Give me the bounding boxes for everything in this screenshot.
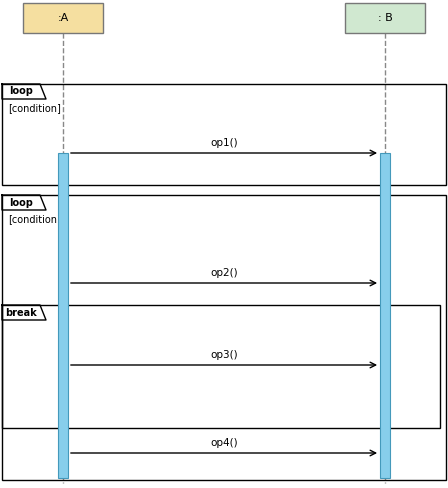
Bar xyxy=(2,305,440,428)
Bar xyxy=(2,195,446,480)
Bar xyxy=(58,153,68,478)
Text: loop: loop xyxy=(9,86,33,97)
Bar xyxy=(380,153,390,478)
Text: [condition]: [condition] xyxy=(8,214,61,224)
Text: : B: : B xyxy=(378,13,392,23)
Text: [condition]: [condition] xyxy=(8,103,61,113)
Text: :A: :A xyxy=(57,13,69,23)
Text: op2(): op2() xyxy=(210,268,238,278)
Text: op3(): op3() xyxy=(210,350,238,360)
Text: loop: loop xyxy=(9,198,33,207)
Text: op1(): op1() xyxy=(210,138,238,148)
Text: break: break xyxy=(5,307,37,318)
Bar xyxy=(2,84,446,185)
Text: op4(): op4() xyxy=(210,438,238,448)
Bar xyxy=(23,3,103,33)
Bar xyxy=(345,3,425,33)
